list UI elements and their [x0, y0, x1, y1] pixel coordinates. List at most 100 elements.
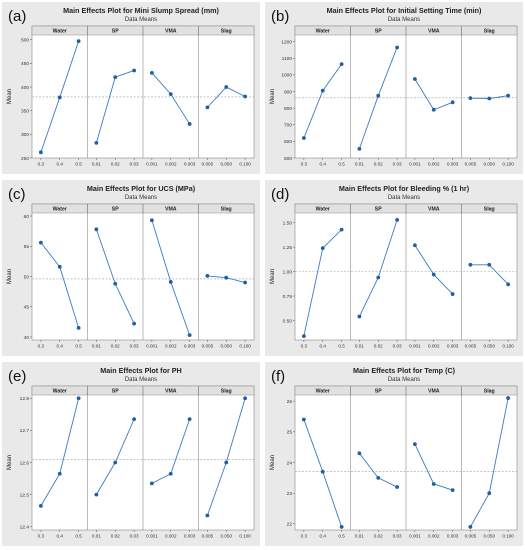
factor-facet-sp: SP 0.01 0.02 0.03 — [87, 203, 144, 349]
y-tick-label: 55 — [24, 244, 30, 250]
y-tick-label: 0.50 — [283, 318, 293, 324]
x-tick-label: 0.5 — [338, 344, 345, 349]
factor-facet-vma: VMA 0.001 0.002 0.003 — [405, 385, 462, 539]
data-point — [301, 417, 306, 422]
data-point — [376, 275, 381, 280]
data-point — [168, 92, 173, 97]
data-point — [468, 525, 473, 529]
x-tick-label: 0.03 — [393, 162, 402, 167]
x-tick-label: 0.03 — [130, 162, 139, 167]
facet-name: SP — [375, 29, 382, 35]
x-tick-label: 0.4 — [57, 344, 64, 349]
chart-panel-3: (c) Main Effects Plot for UCS (MPa) Data M… — [2, 180, 260, 356]
data-point — [320, 469, 325, 474]
y-tick-label: 25 — [287, 430, 293, 436]
x-tick-label: 0.005 — [202, 344, 214, 349]
data-point — [487, 491, 492, 496]
factor-facet-vma: VMA 0.001 0.002 0.003 — [142, 385, 199, 539]
data-point — [357, 314, 362, 319]
panel-letter: (e) — [8, 368, 26, 385]
data-point — [113, 460, 118, 465]
y-tick-label: 50 — [24, 274, 30, 280]
y-tick-label: 1.25 — [283, 245, 293, 251]
x-tick-label: 0.001 — [409, 534, 421, 539]
x-tick-label: 0.005 — [465, 534, 477, 539]
y-tick-label: 26 — [287, 399, 293, 405]
factor-facet-sp: SP 0.01 0.02 0.03 — [350, 25, 407, 167]
data-point — [395, 45, 400, 50]
facet-name: Water — [53, 207, 67, 213]
facet-name: VMA — [165, 207, 177, 213]
data-point — [468, 262, 473, 267]
panel-letter: (d) — [271, 186, 289, 203]
facet-name: Water — [53, 29, 67, 35]
x-tick-label: 0.5 — [338, 162, 345, 167]
data-point — [168, 471, 173, 476]
y-tick-label: 800 — [284, 106, 292, 112]
data-point — [339, 227, 344, 232]
data-point — [450, 100, 455, 105]
y-tick-label: 300 — [21, 132, 29, 138]
y-tick-label: 12.4 — [20, 525, 30, 531]
facet-name: SP — [112, 389, 119, 395]
data-point — [357, 146, 362, 151]
x-tick-label: 0.003 — [184, 534, 196, 539]
x-tick-label: 0.003 — [184, 162, 196, 167]
data-point — [450, 488, 455, 493]
data-point — [487, 262, 492, 267]
x-tick-label: 0.002 — [428, 162, 440, 167]
data-point — [149, 70, 154, 75]
data-point — [76, 396, 81, 401]
facet-name: Slag — [484, 29, 495, 35]
x-tick-label: 0.4 — [320, 344, 327, 349]
data-point — [57, 471, 62, 476]
y-tick-label: 60 — [24, 214, 30, 220]
data-point — [376, 93, 381, 98]
x-tick-label: 0.02 — [374, 162, 383, 167]
data-point — [76, 39, 81, 44]
x-tick-label: 0.002 — [165, 534, 177, 539]
data-point — [506, 282, 511, 287]
factor-facet-slag: Slag 0.005 0.050 0.100 — [461, 385, 518, 539]
chart-panel-6: (f) Main Effects Plot for Temp (C) Data Me… — [265, 362, 523, 546]
data-point — [132, 417, 137, 422]
x-tick-label: 0.003 — [447, 162, 459, 167]
x-tick-label: 0.100 — [239, 534, 251, 539]
y-tick-label: 12.5 — [20, 492, 30, 498]
chart-title: Main Effects Plot for Bleeding % (1 hr) — [339, 184, 470, 193]
x-tick-label: 0.5 — [338, 534, 345, 539]
data-point — [224, 275, 229, 280]
data-point — [205, 513, 210, 518]
x-tick-label: 0.050 — [221, 162, 233, 167]
y-tick-label: 0.75 — [283, 294, 293, 300]
factor-facet-water: Water 0.3 0.4 0.5 — [294, 25, 351, 167]
factor-facet-slag: Slag 0.005 0.050 0.100 — [461, 203, 518, 349]
data-point — [431, 482, 436, 486]
y-tick-label: 12.7 — [20, 428, 30, 434]
y-tick-label: 12.6 — [20, 460, 30, 466]
panel-letter: (b) — [271, 8, 289, 25]
data-point — [187, 122, 192, 126]
x-tick-label: 0.050 — [484, 162, 496, 167]
facet-name: VMA — [428, 29, 440, 35]
x-tick-label: 0.03 — [393, 344, 402, 349]
data-point — [395, 485, 400, 489]
x-tick-label: 0.050 — [221, 344, 233, 349]
x-tick-label: 0.002 — [165, 162, 177, 167]
factor-facet-water: Water 0.3 0.4 0.5 — [31, 203, 88, 349]
x-tick-label: 0.01 — [92, 534, 101, 539]
data-point — [431, 107, 436, 112]
y-tick-label: 600 — [284, 139, 292, 145]
factor-facet-vma: VMA 0.001 0.002 0.003 — [405, 25, 462, 167]
facet-name: SP — [112, 207, 119, 213]
y-tick-label: 350 — [21, 108, 29, 114]
x-tick-label: 0.3 — [301, 534, 308, 539]
chart-title: Main Effects Plot for PH — [100, 366, 181, 375]
x-tick-label: 0.4 — [57, 162, 64, 167]
chart-title: Main Effects Plot for Mini Slump Spread … — [63, 6, 219, 15]
x-tick-label: 0.3 — [301, 162, 308, 167]
factor-facet-vma: VMA 0.001 0.002 0.003 — [405, 203, 462, 349]
y-tick-label: 1200 — [281, 39, 292, 45]
y-tick-label: 23 — [287, 491, 293, 497]
chart-subtitle: Data Means — [388, 17, 420, 23]
